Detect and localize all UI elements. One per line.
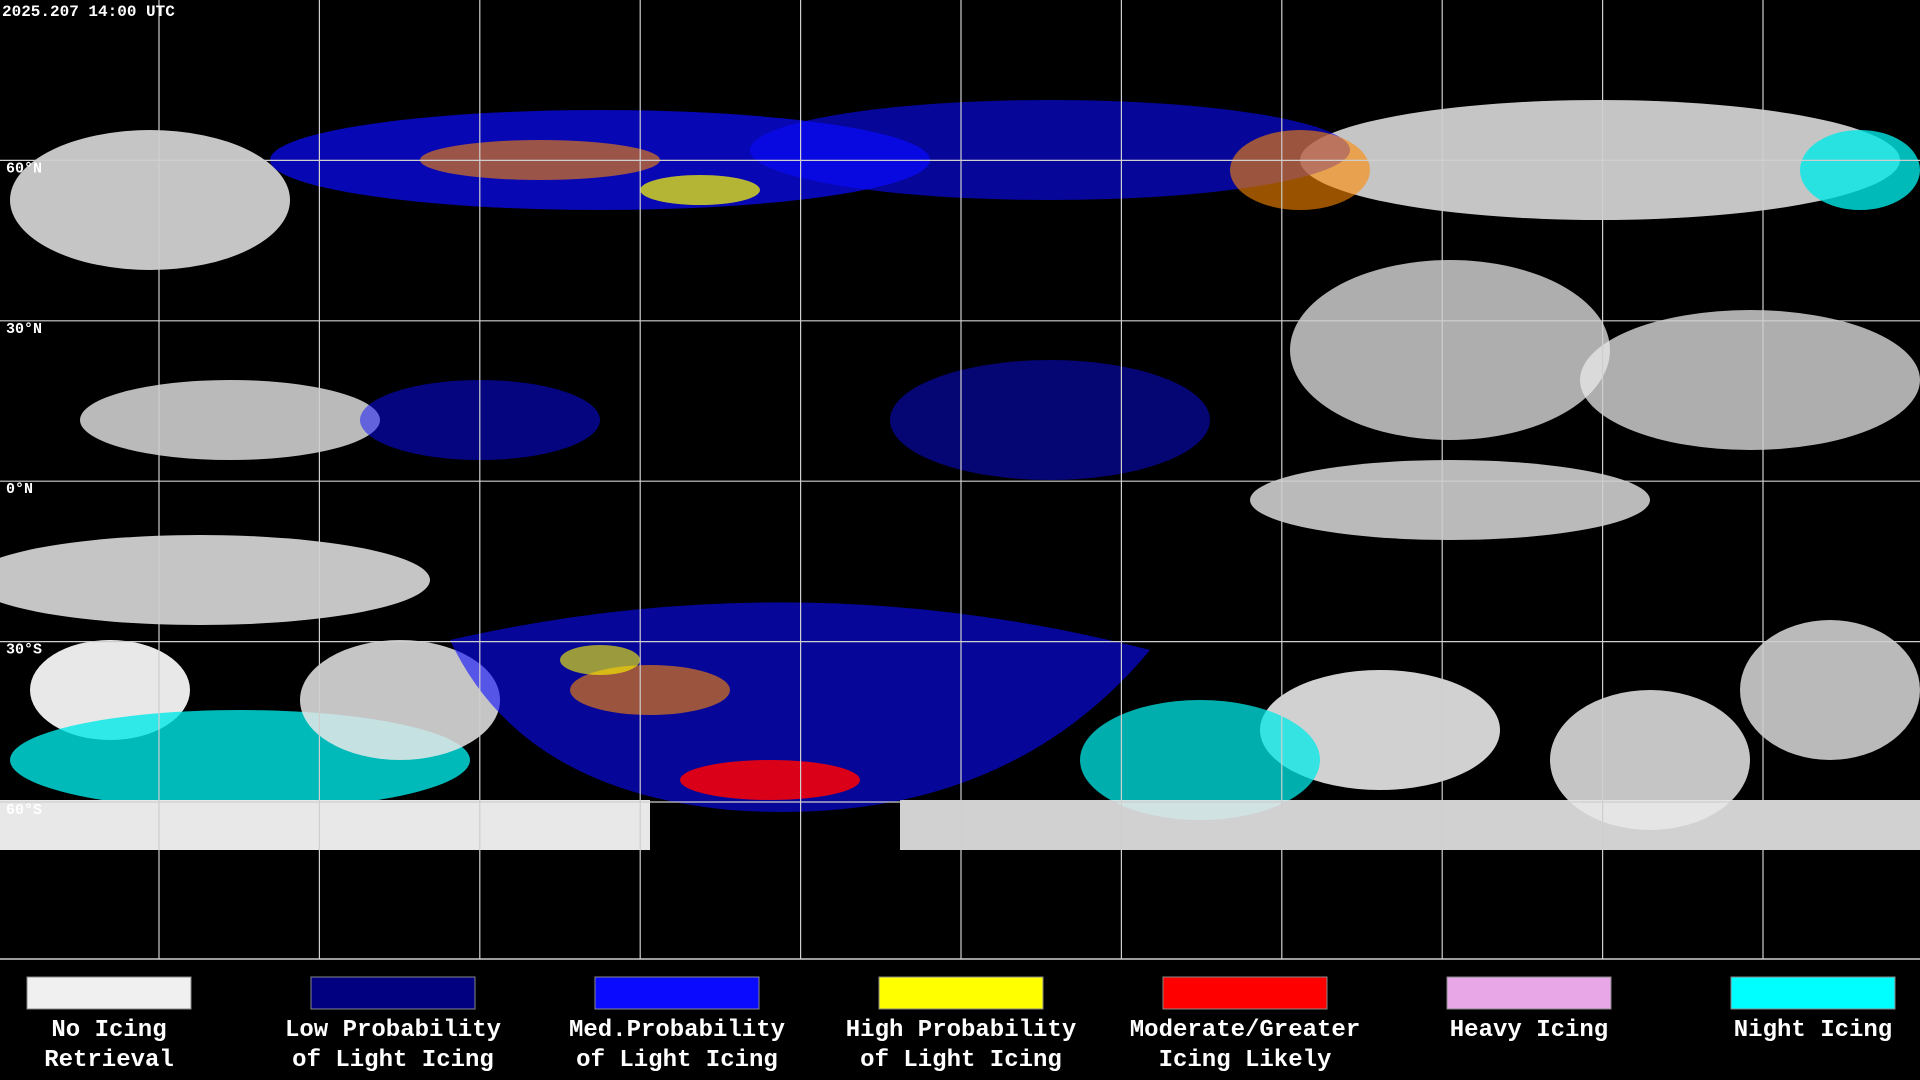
grid <box>0 0 1920 960</box>
legend-label: of Light Icing <box>576 1047 778 1074</box>
legend-label: Heavy Icing <box>1450 1017 1608 1044</box>
legend-swatch <box>1730 976 1896 1010</box>
legend-label: No Icing <box>51 1017 166 1044</box>
legend-label: Med.Probability <box>569 1017 785 1044</box>
legend-swatch <box>26 976 192 1010</box>
legend: No Icing Retrieval Low Probability of Light… <box>26 976 1896 1074</box>
cloud-layer <box>0 100 1920 850</box>
legend-label: of Light Icing <box>292 1047 494 1074</box>
legend-label: Night Icing <box>1734 1017 1892 1044</box>
latitude-label: 60°S <box>6 802 42 819</box>
legend-label: Moderate/Greater <box>1130 1017 1360 1044</box>
legend-label: Icing Likely <box>1159 1047 1332 1074</box>
legend-swatch <box>1446 976 1612 1010</box>
legend-label: High Probability <box>846 1017 1076 1044</box>
legend-label: of Light Icing <box>860 1047 1062 1074</box>
latitude-labels: 60°N 30°N 0°N 30°S 60°S <box>6 160 42 819</box>
legend-label: Low Probability <box>285 1017 501 1044</box>
legend-swatch <box>1162 976 1328 1010</box>
legend-swatch <box>594 976 760 1010</box>
latitude-label: 30°S <box>6 642 42 659</box>
latitude-label: 0°N <box>6 481 33 498</box>
latitude-label: 30°N <box>6 321 42 338</box>
legend-swatch <box>310 976 476 1010</box>
timestamp: 2025.207 14:00 UTC <box>2 3 175 21</box>
legend-swatch <box>878 976 1044 1010</box>
latitude-label: 60°N <box>6 160 42 177</box>
legend-label: Retrieval <box>44 1047 174 1074</box>
